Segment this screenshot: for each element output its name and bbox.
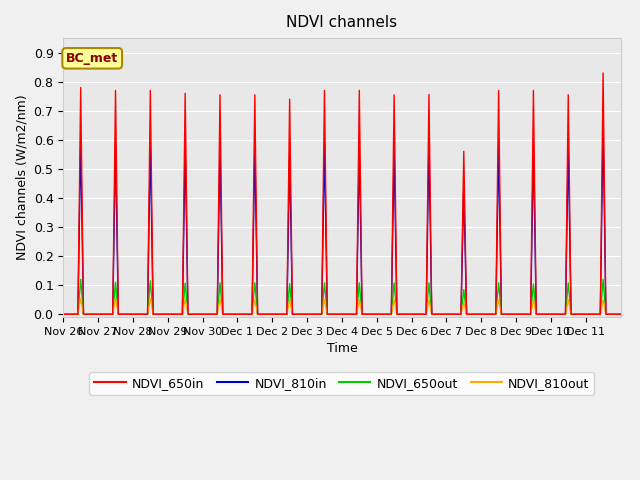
- Y-axis label: NDVI channels (W/m2/nm): NDVI channels (W/m2/nm): [15, 95, 28, 261]
- Text: BC_met: BC_met: [66, 52, 118, 65]
- Title: NDVI channels: NDVI channels: [286, 15, 397, 30]
- X-axis label: Time: Time: [326, 342, 357, 356]
- Legend: NDVI_650in, NDVI_810in, NDVI_650out, NDVI_810out: NDVI_650in, NDVI_810in, NDVI_650out, NDV…: [90, 372, 595, 395]
